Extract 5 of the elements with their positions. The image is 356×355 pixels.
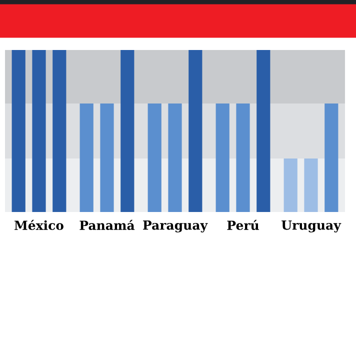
x-tick-label: Panamá: [80, 220, 135, 230]
x-tick-label: Perú: [227, 220, 259, 230]
x-tick-label: Paraguay: [143, 220, 208, 232]
x-tick-label: Uruguay: [282, 220, 342, 232]
x-tick-label: México: [14, 220, 64, 230]
